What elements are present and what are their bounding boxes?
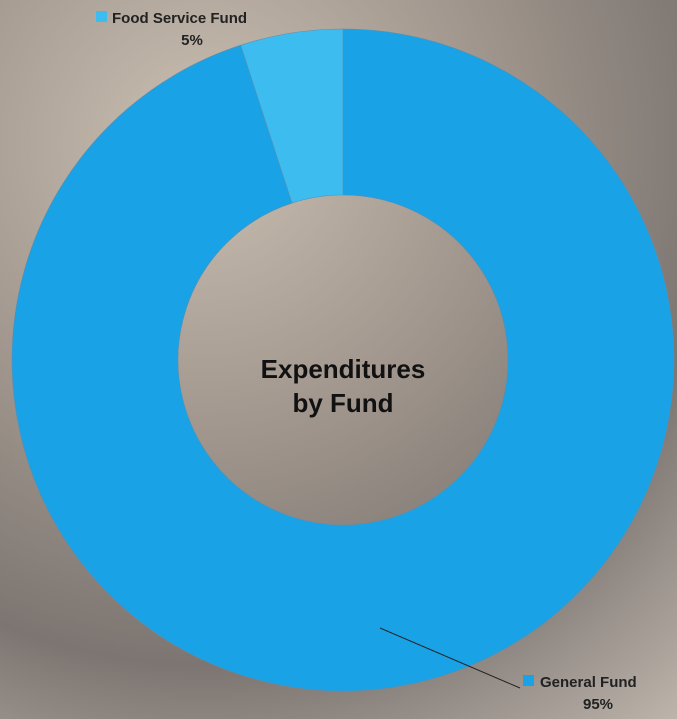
donut-slice <box>11 28 675 692</box>
donut-slice <box>240 28 344 204</box>
value-label: 5% <box>181 32 203 49</box>
legend-swatch <box>523 675 534 686</box>
value-label: 95% <box>583 696 613 713</box>
slice-label: Food Service Fund <box>112 10 247 27</box>
leader-line <box>379 627 521 689</box>
chart-title: Expenditures by Fund <box>260 354 426 418</box>
slice-label: General Fund <box>540 674 637 691</box>
legend-swatch <box>96 11 107 22</box>
